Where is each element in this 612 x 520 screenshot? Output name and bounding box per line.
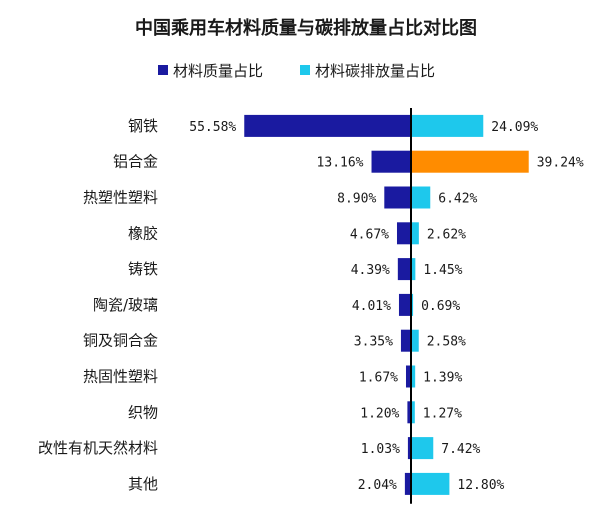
mass-bars [244,114,411,495]
category-label: 铜及铜合金 [83,332,158,350]
category-label: 热塑性塑料 [83,189,158,207]
legend-label-mass: 材料质量占比 [173,62,263,80]
mass-value-label: 1.67% [359,371,398,386]
mass-value-label: 55.58% [189,120,236,135]
legend-swatch-emission [300,65,310,75]
emission-bar [411,222,419,245]
emission-value-label: 39.24% [537,156,584,171]
emission-bar [411,472,450,495]
mass-value-label: 1.20% [360,406,399,421]
emission-value-label: 2.58% [427,335,466,350]
emission-value-labels: 24.09% 39.24% 6.42% 2.62% 1.45% 0.69% 2.58% 1.3… [421,120,584,493]
emission-value-label: 12.80% [457,478,504,493]
mass-value-label: 4.67% [350,227,389,242]
emission-bar [411,293,414,316]
emission-value-label: 1.27% [423,406,462,421]
emission-value-label: 1.45% [423,263,462,278]
emission-bar [411,258,416,281]
emission-bar [411,150,529,173]
category-label: 橡胶 [128,224,158,242]
category-label: 钢铁 [128,117,158,135]
legend-label-emission: 材料碳排放量占比 [315,62,435,80]
category-labels: 钢铁铝合金热塑性塑料橡胶铸铁陶瓷/玻璃铜及铜合金热固性塑料织物改性有机天然材料其… [38,117,158,493]
category-label: 铝合金 [113,153,158,171]
emission-bar [411,365,416,388]
mass-value-label: 8.90% [337,192,376,207]
mass-bar [397,258,411,281]
category-label: 其他 [128,475,158,493]
legend-swatch-mass [158,65,168,75]
category-label: 陶瓷/玻璃 [93,296,158,314]
mass-bar [398,293,411,316]
chart-title: 中国乘用车材料质量与碳排放量占比对比图 [135,17,477,39]
emission-bar [411,114,484,137]
category-label: 改性有机天然材料 [38,439,158,457]
emission-value-label: 0.69% [421,299,460,314]
emission-bar [411,401,415,424]
emission-value-label: 7.42% [441,442,480,457]
mass-value-label: 1.03% [361,442,400,457]
mass-bar [244,114,411,137]
emission-value-label: 24.09% [491,120,538,135]
category-label: 热固性塑料 [83,368,158,386]
mass-bar [400,329,411,352]
emission-bar [411,186,431,209]
emission-bars [411,114,529,495]
legend: 材料质量占比 材料碳排放量占比 [158,62,435,80]
emission-value-label: 2.62% [427,227,466,242]
mass-value-label: 4.39% [351,263,390,278]
category-label: 织物 [128,403,158,421]
mass-value-label: 13.16% [317,156,364,171]
mass-bar [371,150,411,173]
emission-value-label: 1.39% [423,371,462,386]
mass-bar [407,437,411,460]
mass-value-label: 2.04% [358,478,397,493]
mass-bar [405,365,411,388]
mass-bar [407,401,411,424]
emission-value-label: 6.42% [438,192,477,207]
mass-bar [396,222,411,245]
emission-bar [411,329,419,352]
mass-bar [384,186,411,209]
emission-bar [411,437,434,460]
category-label: 铸铁 [128,260,158,278]
mass-value-label: 3.35% [354,335,393,350]
mass-bar [404,472,411,495]
mass-value-labels: 55.58% 13.16% 8.90% 4.67% 4.39% 4.01% 3.35% 1.6… [189,120,400,493]
mass-value-label: 4.01% [352,299,391,314]
